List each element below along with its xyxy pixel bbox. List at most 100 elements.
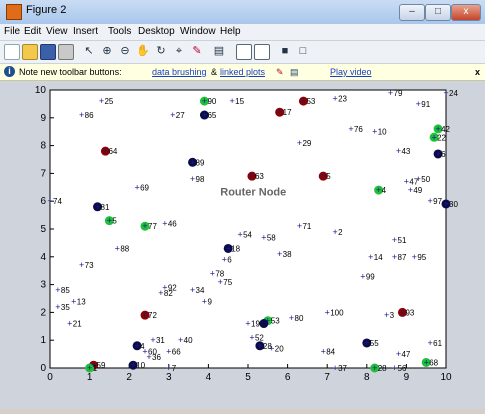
node-marker: +46 (162, 218, 177, 228)
node-marker: +98 (190, 174, 205, 184)
plus-marker: + (376, 185, 381, 195)
plus-marker: + (289, 313, 294, 323)
node-label: 64 (108, 147, 117, 156)
y-tick-label: 5 (40, 224, 46, 235)
x-tick-label: 1 (87, 372, 93, 383)
plus-marker: + (237, 230, 242, 240)
maximize-button[interactable]: □ (425, 4, 451, 21)
plus-marker: + (277, 107, 282, 117)
menu-bar: File Edit View Insert Tools Desktop Wind… (0, 24, 485, 41)
node-marker: +99 (360, 271, 375, 281)
node-marker: +28 (257, 341, 272, 351)
save-icon[interactable] (40, 44, 56, 60)
node-label: 10 (378, 128, 387, 137)
plus-marker: + (332, 363, 337, 373)
node-label: 72 (148, 311, 157, 320)
colorbar-icon[interactable] (236, 44, 252, 60)
node-marker: +50 (416, 174, 431, 184)
cluster-dot (199, 110, 209, 120)
node-label: 95 (417, 253, 426, 262)
arrow-icon[interactable]: ↖ (84, 45, 94, 57)
node-label: 15 (235, 97, 244, 106)
node-label: 85 (61, 286, 70, 295)
menu-insert[interactable]: Insert (73, 26, 99, 37)
node-label: 46 (168, 219, 177, 228)
legend-icon[interactable] (254, 44, 270, 60)
node-marker: +38 (277, 249, 292, 259)
node-marker: +100 (325, 307, 345, 317)
node-marker: +60 (142, 346, 157, 356)
node-marker: +59 (91, 360, 106, 370)
node-label: 73 (85, 261, 94, 270)
menu-edit[interactable]: Edit (24, 26, 42, 37)
menu-tools[interactable]: Tools (108, 26, 132, 37)
menu-file[interactable]: File (4, 26, 21, 37)
node-label: 86 (85, 111, 94, 120)
plus-marker: + (325, 307, 330, 317)
node-marker: +40 (178, 335, 193, 345)
cluster-dot (188, 157, 198, 167)
data-brushing-link[interactable]: data brushing (152, 67, 207, 77)
node-marker: +87 (392, 252, 407, 262)
plus-marker: + (277, 249, 282, 259)
show-plot-tools-icon[interactable]: □ (299, 45, 307, 57)
close-button[interactable]: x (451, 4, 481, 21)
plus-marker: + (95, 202, 100, 212)
node-marker: +82 (158, 288, 173, 298)
menu-view[interactable]: View (46, 26, 68, 37)
play-video-link[interactable]: Play video (330, 67, 372, 77)
node-marker: +42 (435, 124, 450, 134)
menu-window[interactable]: Window (180, 26, 216, 37)
notice-amp: & (211, 67, 218, 77)
cluster-dot (433, 124, 443, 134)
cluster-dot (421, 357, 431, 367)
plus-marker: + (226, 243, 231, 253)
plus-marker: + (202, 296, 207, 306)
node-marker: +3 (384, 310, 395, 320)
cluster-dot (140, 221, 150, 231)
node-label: 99 (366, 272, 375, 281)
notice-close-button[interactable]: x (475, 67, 481, 77)
data-cursor-icon[interactable]: ⌖ (175, 45, 183, 57)
node-marker: +79 (388, 88, 403, 98)
node-label: 5 (112, 217, 117, 226)
minimize-button[interactable]: – (399, 4, 425, 21)
node-label: 30 (449, 200, 458, 209)
node-marker: +77 (142, 221, 157, 231)
node-marker: +49 (408, 185, 423, 195)
node-marker: +35 (55, 302, 70, 312)
node-marker: +86 (79, 110, 94, 120)
open-icon[interactable] (22, 44, 38, 60)
pan-icon[interactable]: ✋ (136, 45, 150, 57)
node-label: 98 (196, 175, 205, 184)
y-tick-label: 0 (40, 363, 46, 374)
new-figure-icon[interactable] (4, 44, 20, 60)
plus-marker: + (412, 252, 417, 262)
node-marker: +56 (392, 363, 407, 373)
node-marker: +43 (396, 146, 411, 156)
node-label: 75 (223, 278, 232, 287)
print-icon[interactable] (58, 44, 74, 60)
menu-help[interactable]: Help (220, 26, 241, 37)
node-marker: +53 (301, 96, 316, 106)
plus-marker: + (103, 146, 108, 156)
link-plot-icon[interactable]: ▤ (213, 45, 225, 57)
node-marker: +34 (190, 285, 205, 295)
matlab-figure-icon (6, 4, 22, 20)
rotate-icon[interactable]: ↻ (156, 45, 166, 57)
hide-plot-tools-icon[interactable]: ■ (281, 45, 289, 57)
plus-marker: + (368, 252, 373, 262)
plus-marker: + (170, 110, 175, 120)
node-label: 21 (73, 320, 82, 329)
menu-desktop[interactable]: Desktop (138, 26, 175, 37)
zoom-in-icon[interactable]: ⊕ (102, 45, 112, 57)
plus-marker: + (134, 182, 139, 192)
zoom-out-icon[interactable]: ⊖ (120, 45, 130, 57)
plus-marker: + (142, 221, 147, 231)
x-tick-label: 5 (245, 372, 251, 383)
plus-marker: + (396, 349, 401, 359)
node-marker: +37 (332, 363, 347, 373)
linked-plots-link[interactable]: linked plots (220, 67, 266, 77)
brush-icon[interactable]: ✎ (192, 45, 202, 57)
